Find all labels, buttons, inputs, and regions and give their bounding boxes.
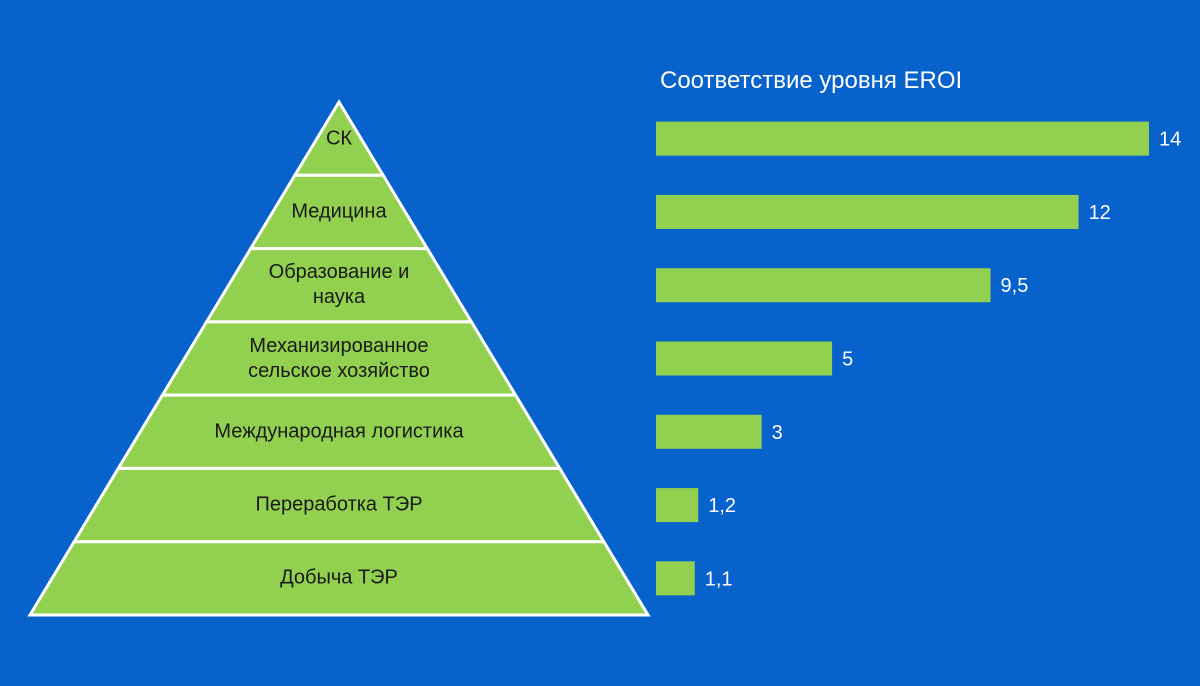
bar: [656, 561, 695, 596]
value-label: 9,5: [1001, 275, 1029, 297]
value-label: 5: [842, 349, 853, 371]
bar: [656, 341, 833, 376]
value-label: 14: [1159, 129, 1181, 151]
bar: [656, 414, 762, 449]
tier-label: Добыча ТЭР: [280, 566, 398, 589]
bar: [656, 121, 1149, 156]
tier-label: Медицина: [291, 200, 387, 223]
value-label: 1,2: [708, 495, 736, 517]
chart-title: Соответствие уровня EROI: [660, 67, 962, 94]
value-label: 1,1: [705, 568, 733, 590]
value-label: 3: [772, 422, 783, 444]
bar: [656, 488, 699, 523]
tier-label: Переработка ТЭР: [255, 493, 423, 516]
tier-label: Образование и наука: [268, 261, 410, 309]
tier-label: Механизированное сельское хозяйство: [248, 334, 430, 382]
bar: [656, 194, 1079, 229]
tier-label: Международная логистика: [214, 420, 464, 443]
pyramid-tier: [27, 540, 651, 617]
tier-label: СК: [325, 127, 353, 150]
value-label: 12: [1089, 202, 1111, 224]
bar: [656, 268, 991, 303]
